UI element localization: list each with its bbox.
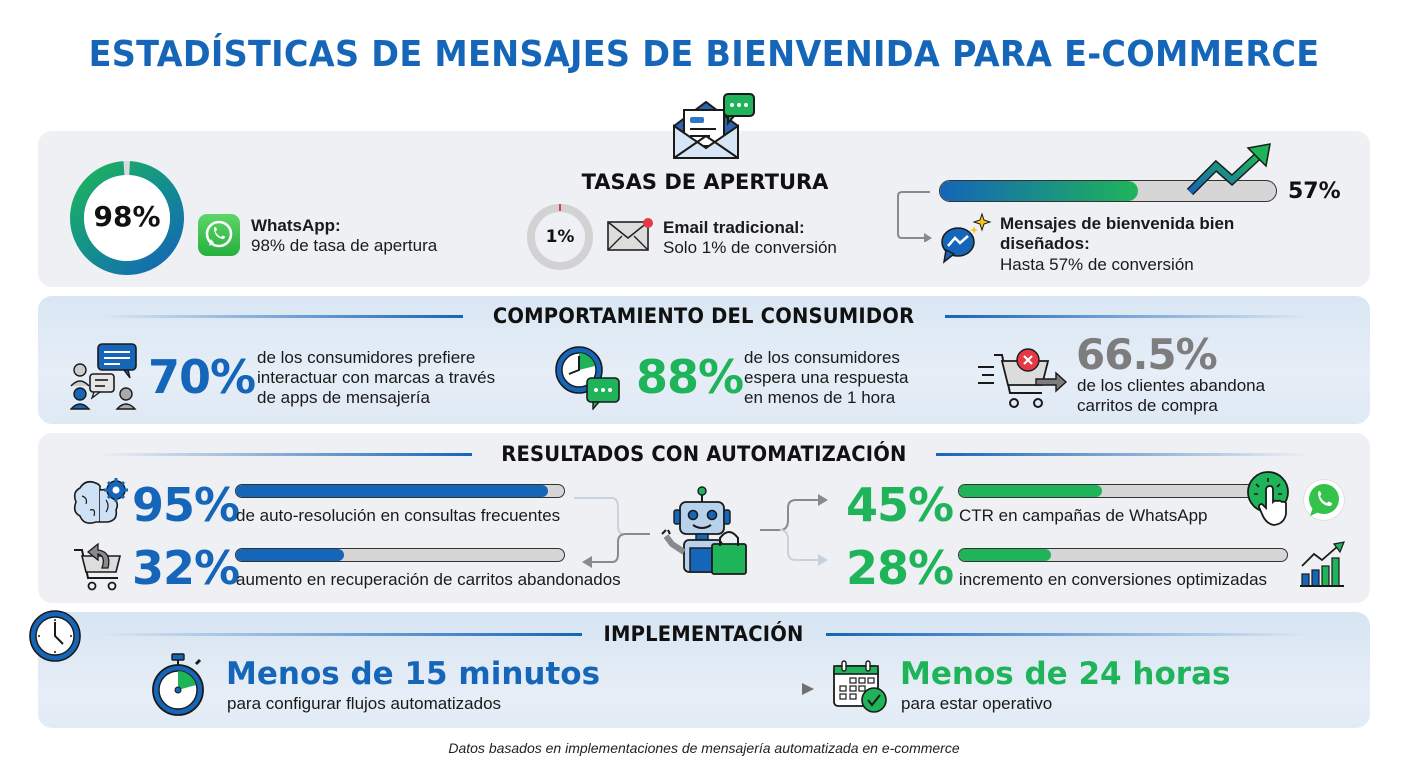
- consumer-stat-text-1-line3: en menos de 1 hora: [744, 388, 896, 407]
- automation-right-bar-fill-0: [959, 485, 1103, 497]
- automation-left-bar-0: [235, 484, 565, 498]
- divider-line: [935, 452, 1310, 456]
- welcome-progress-fill: [940, 181, 1139, 201]
- automation-left-value-0: 95%: [132, 478, 240, 532]
- go-live-title: Menos de 24 horas: [900, 656, 1231, 692]
- go-live-subtitle: para estar operativo: [901, 694, 1053, 713]
- stopwatch-icon: [150, 652, 210, 718]
- calendar-check-icon: [832, 660, 890, 716]
- automation-left-bar-fill-0: [236, 485, 548, 497]
- automation-section-header: RESULTADOS CON AUTOMATIZACIÓN: [38, 439, 1370, 469]
- consumer-stat-text-1-line1: de los consumidores: [744, 348, 900, 367]
- consumer-stat-text-1-line2: espera una respuesta: [744, 368, 909, 387]
- automation-left-text-0: de auto-resolución en consultas frecuent…: [236, 506, 561, 525]
- automation-left-bar-fill-1: [236, 549, 345, 561]
- implementation-heading: IMPLEMENTACIÓN: [604, 622, 805, 646]
- consumer-heading: COMPORTAMIENTO DEL CONSUMIDOR: [493, 304, 915, 328]
- setup-time-title: Menos de 15 minutos: [226, 656, 601, 692]
- page-title: ESTADÍSTICAS DE MENSAJES DE BIENVENIDA P…: [88, 34, 1320, 75]
- automation-heading: RESULTADOS CON AUTOMATIZACIÓN: [501, 442, 907, 466]
- consumer-stat-text-2-line2: carritos de compra: [1077, 396, 1218, 415]
- welcome-description: Hasta 57% de conversión: [1000, 255, 1194, 274]
- automation-right-text-1: incremento en conversiones optimizadas: [959, 570, 1268, 589]
- email-donut-value: 1%: [545, 227, 575, 247]
- consumer-stat-value-2: 66.5%: [1076, 330, 1218, 379]
- connector-arrow: [896, 190, 936, 243]
- connector-right: [758, 490, 830, 570]
- divider-line: [825, 632, 1311, 636]
- timeline-arrow: [596, 682, 816, 695]
- users-chat-icon: [69, 342, 140, 410]
- automation-left-value-1: 32%: [132, 541, 240, 595]
- automation-right-bar-1: [958, 548, 1288, 562]
- open-envelope-chat-icon: [668, 92, 756, 164]
- divider-line: [98, 314, 464, 318]
- automation-left-text-1: aumento en recuperación de carritos aban…: [236, 570, 621, 589]
- divider-line: [98, 632, 583, 636]
- open-rates-heading: TASAS DE APERTURA: [581, 170, 829, 194]
- cart-abandon-icon: [976, 345, 1068, 411]
- whatsapp-label: WhatsApp:: [251, 216, 341, 235]
- consumer-stat-value-0: 70%: [148, 350, 256, 404]
- trend-up-arrow-icon: [1186, 142, 1274, 198]
- divider-line: [98, 452, 473, 456]
- consumer-stat-text-2-line1: de los clientes abandona: [1077, 376, 1266, 395]
- automation-left-bar-1: [235, 548, 565, 562]
- implementation-section-header: IMPLEMENTACIÓN: [38, 619, 1370, 649]
- automation-right-bar-fill-1: [959, 549, 1051, 561]
- email-description: Solo 1% de conversión: [663, 238, 837, 257]
- implementation-panel: [38, 612, 1370, 728]
- automation-right-bar-0: [958, 484, 1258, 498]
- clock-chat-icon: [553, 342, 623, 411]
- welcome-bar-value: 57%: [1288, 179, 1341, 204]
- whatsapp-icon: [198, 214, 240, 256]
- consumer-stat-text-0-line3: de apps de mensajería: [257, 388, 430, 407]
- whatsapp-icon: [1304, 480, 1344, 520]
- consumer-stat-text-0-line2: interactuar con marcas a través: [257, 368, 496, 387]
- email-label: Email tradicional:: [663, 218, 805, 237]
- clock-icon: [28, 609, 82, 663]
- whatsapp-donut-value: 98%: [93, 200, 161, 233]
- welcome-label-line2: diseñados:: [1000, 234, 1090, 253]
- divider-line: [944, 314, 1310, 318]
- email-donut-chart: 1%: [526, 203, 594, 271]
- automation-right-value-0: 45%: [846, 478, 954, 532]
- tap-button-icon: [1246, 470, 1298, 528]
- setup-time-subtitle: para configurar flujos automatizados: [227, 694, 502, 713]
- connector-left: [572, 494, 652, 570]
- growth-chart-icon: [1298, 540, 1346, 588]
- cart-return-icon: [72, 540, 124, 592]
- robot-shopping-bag-icon: [660, 486, 750, 576]
- automation-right-text-0: CTR en campañas de WhatsApp: [959, 506, 1208, 525]
- consumer-section-header: COMPORTAMIENTO DEL CONSUMIDOR: [38, 301, 1370, 331]
- envelope-notification-icon: [606, 216, 654, 252]
- consumer-stat-value-1: 88%: [636, 350, 744, 404]
- messenger-sparkle-icon: [938, 212, 994, 264]
- whatsapp-description: 98% de tasa de apertura: [251, 236, 438, 255]
- brain-gear-icon: [72, 476, 130, 528]
- whatsapp-donut-chart: 98%: [69, 160, 185, 276]
- consumer-stat-text-0-line1: de los consumidores prefiere: [257, 348, 476, 367]
- footer-note: Datos basados en implementaciones de men…: [448, 740, 960, 756]
- automation-right-value-1: 28%: [846, 541, 954, 595]
- welcome-label-line1: Mensajes de bienvenida bien: [1000, 214, 1235, 233]
